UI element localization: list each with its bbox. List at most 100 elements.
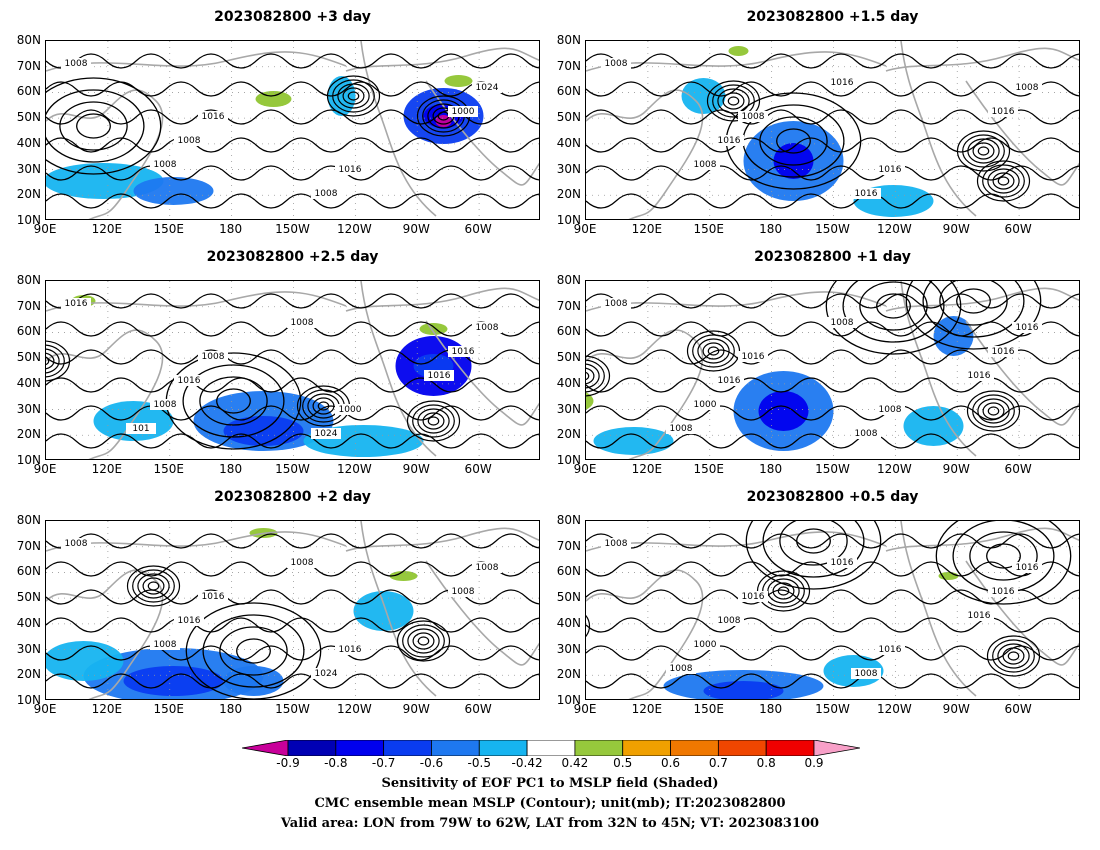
lon-tick-label: 60W [1004, 702, 1032, 716]
lon-tick-label: 90W [402, 222, 430, 236]
panel-title: 2023082800 +3 day [214, 9, 371, 25]
isobar-label-bg [690, 159, 720, 170]
sensitivity-shade [327, 76, 356, 116]
colorbar-swatch [574, 740, 624, 756]
isobar-label: 1016 [992, 587, 1015, 597]
lat-tick-label: 60N [16, 564, 41, 579]
lon-tick-label: 150W [275, 702, 310, 716]
isobar-label-bg [448, 346, 478, 357]
lat-tick-label: 10N [556, 213, 581, 227]
isobar-label-bg [126, 423, 156, 434]
lat-tick-label: 40N [16, 615, 41, 630]
high-pressure-center [219, 626, 288, 676]
isobar [46, 137, 539, 153]
isobar-label: 1016 [178, 616, 201, 626]
isobar-label: 1016 [742, 352, 765, 362]
sensitivity-shade [933, 316, 974, 356]
lat-tick-label: 50N [556, 110, 581, 125]
low-pressure-center [987, 406, 1000, 416]
low-pressure-center [422, 412, 445, 430]
isobar [586, 433, 1079, 449]
coastline [900, 521, 977, 697]
isobar-label: 1016 [855, 189, 878, 199]
isobar-label-bg [1012, 562, 1042, 573]
isobar-label-bg [851, 668, 881, 679]
lon-tick-label: 60W [464, 702, 492, 716]
isobar-label: 1016 [968, 611, 991, 621]
colorbar-tick-label: 0.42 [561, 756, 589, 770]
isobar-label-bg [714, 375, 744, 386]
coastline [965, 560, 1079, 666]
sensitivity-shade-positive [389, 571, 418, 581]
colorbar-max-arrow [813, 740, 860, 756]
lon-tick-label: 180 [219, 702, 243, 716]
isobar-label: 1008 [742, 112, 765, 122]
high-pressure-center [216, 388, 251, 414]
low-pressure-center [342, 87, 365, 105]
isobar [46, 617, 539, 633]
colorbar-swatch [478, 740, 528, 756]
high-pressure-center [986, 543, 1021, 569]
isobar [586, 293, 1079, 309]
lon-tick-label: 150E [153, 222, 185, 236]
low-pressure-center [46, 352, 55, 370]
isobar-label: 1024 [315, 429, 338, 439]
isobar-label-bg [61, 58, 91, 69]
coastline [885, 47, 1079, 72]
isobar-label-bg [851, 188, 881, 199]
low-pressure-center [407, 628, 440, 654]
isobar-label: 1016 [1016, 563, 1039, 573]
low-pressure-center [697, 338, 730, 364]
lat-tick-label: 40N [556, 615, 581, 630]
lon-tick-label: 150E [693, 702, 725, 716]
isobar-label: 1008 [831, 318, 854, 328]
high-pressure-center [876, 293, 911, 319]
low-pressure-center [977, 398, 1010, 424]
map-plot-area: 1008 1016 1016 1024 1008 1008 1000 1008 [45, 40, 540, 220]
lon-tick-label: 90W [942, 462, 970, 476]
lat-tick-label: 20N [16, 667, 41, 682]
isobar-label: 1008 [670, 424, 693, 434]
lat-tick-label: 30N [16, 401, 41, 416]
isobar-label: 1016 [452, 347, 475, 357]
isobar [46, 645, 539, 661]
isobar-label: 1016 [992, 107, 1015, 117]
lat-tick-label: 50N [16, 350, 41, 365]
isobar-label-bg [714, 615, 744, 626]
isobar-label-bg [690, 639, 720, 650]
low-pressure-center [966, 390, 1021, 432]
low-pressure-center [967, 138, 1000, 164]
high-pressure-center [745, 521, 882, 590]
sensitivity-shade-positive [444, 75, 473, 87]
low-pressure-center [417, 408, 450, 434]
colorbar-tick-label: -0.42 [511, 756, 543, 770]
isobar-label: 1016 [831, 558, 854, 568]
isobar-label-bg [335, 404, 365, 415]
isobar-label-bg [666, 663, 696, 674]
colorbar-tick-label: 0.5 [613, 756, 633, 770]
low-pressure-center [777, 586, 790, 596]
isobar-label-bg [448, 106, 478, 117]
lat-tick-label: 10N [556, 693, 581, 707]
isobar-label: 1008 [718, 616, 741, 626]
sensitivity-shade-positive [586, 392, 594, 410]
isobar [46, 405, 539, 421]
isobar-label: 1016 [718, 136, 741, 146]
lon-tick-label: 120W [336, 702, 372, 716]
low-pressure-center [586, 355, 611, 397]
lon-tick-label: 90W [942, 702, 970, 716]
lon-tick-label: 120W [336, 462, 372, 476]
isobar-label-bg [311, 428, 341, 439]
isobar-label: 1008 [855, 669, 878, 679]
low-pressure-center [1002, 647, 1025, 665]
low-pressure-center [992, 172, 1015, 190]
lat-tick-label: 30N [556, 401, 581, 416]
low-pressure-center [586, 359, 605, 393]
low-pressure-center [46, 356, 50, 366]
isobar-label: 1000 [694, 640, 717, 650]
isobar-label: 101 [132, 424, 149, 434]
isobar [46, 293, 539, 309]
map-plot-area: 1008 1016 1016 1008 1016 1024 1008 1008 1008 [45, 520, 540, 700]
map-svg: 1008 1016 1008 1016 1016 1008 1016 1000 1008 1016… [586, 281, 1079, 459]
low-pressure-center [412, 404, 455, 438]
